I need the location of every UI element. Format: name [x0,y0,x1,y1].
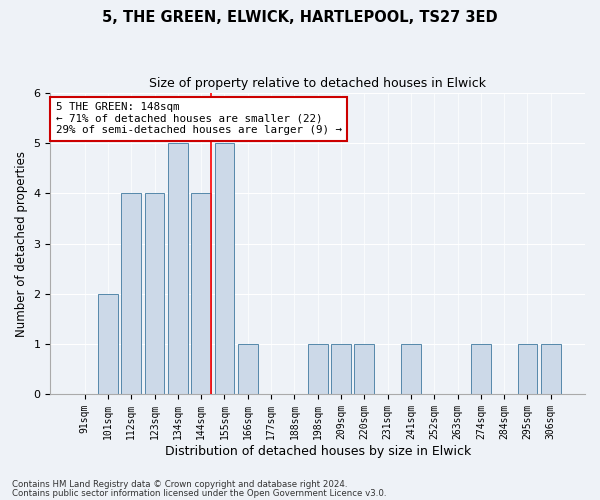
Bar [168,143,188,394]
X-axis label: Distribution of detached houses by size in Elwick: Distribution of detached houses by size … [164,444,471,458]
Bar [145,194,164,394]
Y-axis label: Number of detached properties: Number of detached properties [15,150,28,336]
Bar [238,344,257,394]
Bar [98,294,118,394]
Bar [518,344,538,394]
Bar [331,344,351,394]
Bar [401,344,421,394]
Bar [215,143,235,394]
Text: Contains public sector information licensed under the Open Government Licence v3: Contains public sector information licen… [12,488,386,498]
Bar [308,344,328,394]
Bar [541,344,561,394]
Bar [121,194,141,394]
Bar [191,194,211,394]
Text: 5, THE GREEN, ELWICK, HARTLEPOOL, TS27 3ED: 5, THE GREEN, ELWICK, HARTLEPOOL, TS27 3… [102,10,498,25]
Title: Size of property relative to detached houses in Elwick: Size of property relative to detached ho… [149,78,486,90]
Bar [355,344,374,394]
Text: 5 THE GREEN: 148sqm
← 71% of detached houses are smaller (22)
29% of semi-detach: 5 THE GREEN: 148sqm ← 71% of detached ho… [56,102,342,136]
Text: Contains HM Land Registry data © Crown copyright and database right 2024.: Contains HM Land Registry data © Crown c… [12,480,347,489]
Bar [471,344,491,394]
